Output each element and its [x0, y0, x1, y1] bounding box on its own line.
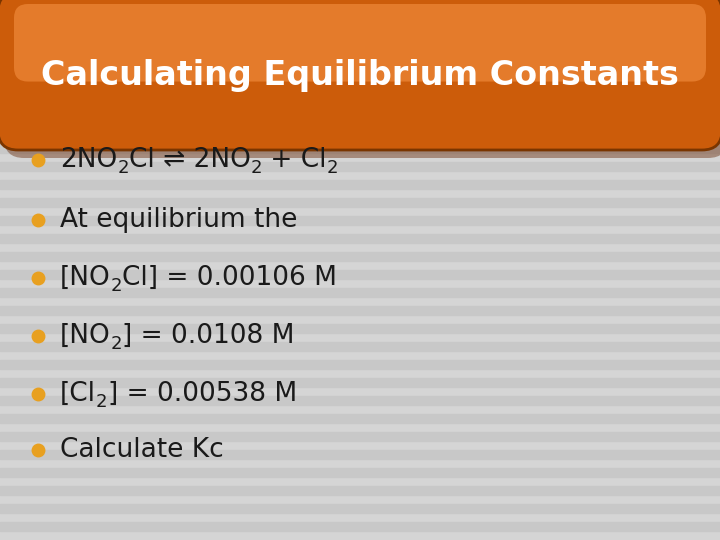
FancyBboxPatch shape	[14, 4, 706, 82]
Text: 2NO: 2NO	[60, 147, 117, 173]
Text: 2: 2	[96, 393, 107, 411]
Text: 2: 2	[111, 277, 122, 295]
Bar	[0, 486, 720, 495]
Bar	[0, 18, 720, 27]
Text: + Cl: + Cl	[262, 147, 327, 173]
Bar	[0, 90, 720, 99]
Bar	[0, 72, 720, 81]
Bar	[0, 432, 720, 441]
Text: ] = 0.00538 M: ] = 0.00538 M	[107, 381, 297, 407]
Bar	[0, 252, 720, 261]
Bar	[0, 216, 720, 225]
Bar	[0, 144, 720, 153]
Text: Cl] = 0.00106 M: Cl] = 0.00106 M	[122, 265, 337, 291]
Text: 2: 2	[251, 159, 262, 177]
Bar	[0, 504, 720, 513]
Text: 2: 2	[117, 159, 129, 177]
Bar	[0, 522, 720, 531]
Bar	[0, 54, 720, 63]
Bar	[0, 126, 720, 135]
Bar	[0, 306, 720, 315]
FancyBboxPatch shape	[0, 0, 720, 150]
Text: 2: 2	[111, 335, 122, 353]
Bar	[0, 36, 720, 45]
Bar	[0, 396, 720, 405]
FancyBboxPatch shape	[4, 0, 720, 158]
Text: [NO: [NO	[60, 323, 111, 349]
Bar	[0, 108, 720, 117]
Bar	[0, 180, 720, 189]
Text: Calculating Equilibrium Constants: Calculating Equilibrium Constants	[41, 59, 679, 92]
Bar	[0, 324, 720, 333]
Bar	[0, 414, 720, 423]
Bar	[0, 468, 720, 477]
Bar	[0, 198, 720, 207]
Text: 2: 2	[327, 159, 338, 177]
Text: [NO: [NO	[60, 265, 111, 291]
Bar	[0, 0, 720, 9]
Bar	[0, 270, 720, 279]
Text: Cl ⇌ 2NO: Cl ⇌ 2NO	[129, 147, 251, 173]
Bar	[0, 162, 720, 171]
Text: [Cl: [Cl	[60, 381, 96, 407]
Bar	[0, 342, 720, 351]
Bar	[0, 360, 720, 369]
Text: ] = 0.0108 M: ] = 0.0108 M	[122, 323, 294, 349]
Text: At equilibrium the: At equilibrium the	[60, 207, 297, 233]
Bar	[0, 288, 720, 297]
Text: Calculate Kc: Calculate Kc	[60, 437, 224, 463]
Bar	[0, 234, 720, 243]
Bar	[0, 450, 720, 459]
Bar	[0, 378, 720, 387]
